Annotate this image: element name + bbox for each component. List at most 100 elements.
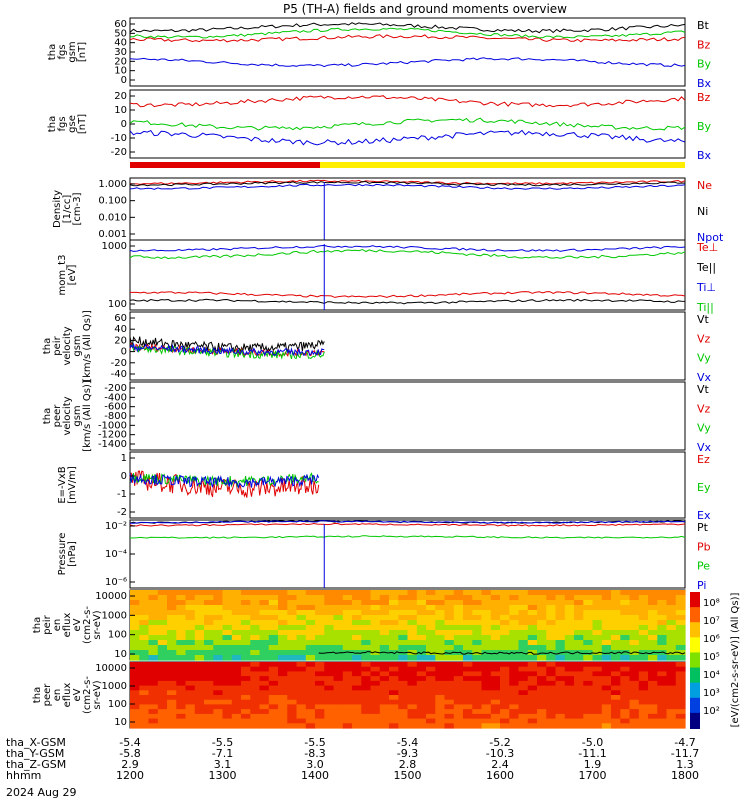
spectrogram-cell [231,695,242,701]
spectrogram-cell [416,645,427,651]
spectrogram-cell [583,640,594,646]
spectrogram-cell [648,610,658,616]
spectrogram-cell [379,676,390,682]
spectrogram-cell [167,635,177,641]
y-tick-label: 10000 [95,591,127,602]
spectrogram-cell [157,666,168,672]
spectrogram-cell [167,625,177,631]
series-line-By [129,117,686,131]
spectrogram-cell [342,620,353,626]
spectrogram-cell [426,655,436,661]
spectrogram-cell [555,690,566,696]
spectrogram-cell [666,680,677,687]
spectrogram-cell [574,676,584,682]
legend-Pt: Pt [697,521,709,534]
spectrogram-cell [537,595,547,601]
spectrogram-cell [518,680,529,687]
spectrogram-cell [287,600,298,606]
spectrogram-cell [185,666,196,672]
spectrogram-cell [361,655,372,661]
legend-Vt: Vt [697,383,710,396]
legend-Npot: Npot [697,231,724,244]
spectrogram-cell [148,704,159,710]
spectrogram-cell [509,718,520,724]
series-line-Ni [129,181,685,187]
y-axis-label-line: gse [67,115,78,133]
series-line-By [130,27,686,39]
spectrogram-cell [139,655,150,661]
spectrogram-cell [444,600,455,606]
spectrogram-cell [518,615,529,621]
spectrogram-cell [527,655,538,661]
spectrogram-cell [361,615,372,621]
spectrogram-cell [379,662,390,668]
spectrogram-cell [444,605,455,611]
spectrogram-cell [324,615,335,621]
spectrogram-cell [139,671,150,677]
spectrogram-cell [444,676,455,682]
spectrogram-cell [352,671,362,677]
spectrogram-cell [305,709,316,715]
spectrogram-cell [185,640,196,646]
spectrogram-cell [416,630,427,636]
spectrogram-cell [389,704,399,710]
spectrogram-cell [426,718,436,724]
spectrogram-cell [379,595,390,601]
spectrogram-cell [527,650,538,656]
spectrogram-cell [592,662,603,668]
y-axis-label: mom_t3[eV] [57,255,78,296]
spectrogram-cell [185,699,196,705]
spectrogram-cell [315,595,325,601]
y-axis-label-line: peir [42,614,53,634]
legend-Vz: Vz [697,332,711,345]
spectrogram-cell [241,610,251,616]
spectrogram-cell [601,645,612,651]
spectrogram-cell [315,615,325,621]
legend-Pe: Pe [697,560,710,573]
spectrogram-cell [638,630,649,636]
spectrogram-cell [167,704,177,710]
spectrogram-cell [453,666,464,672]
spectrogram-cell [324,713,335,720]
spectrogram-cell [296,630,307,636]
spectrogram-cell [481,718,492,724]
spectrogram-cell [185,695,196,701]
spectrogram-cell [426,662,436,668]
spectrogram-cell [213,590,224,596]
spectrogram-cell [648,695,658,701]
spectrogram-cell [241,676,251,682]
spectrogram-cell [518,610,529,616]
spectrogram-cell [370,605,381,611]
spectrogram-cell [222,695,233,701]
spectrogram-cell [333,713,344,720]
spectrogram-cell [130,590,140,596]
spectrogram-cell [592,723,603,729]
spectrogram-cell [379,690,390,696]
spectrogram-cell [370,595,381,601]
spectrogram-cell [185,662,196,668]
spectrogram-cell [185,630,196,636]
y-tick-label: 0.100 [98,196,127,207]
spectrogram-cell [481,605,492,611]
spectrogram-cell [352,635,362,641]
spectrogram-cell [500,713,510,720]
spectrogram-cell [139,723,150,729]
y-axis-label-line: peer [52,404,63,428]
spectrogram-cell [213,630,224,636]
spectrogram-cell [259,685,270,691]
series-line-Vt [129,336,325,355]
mode-bar-fast [320,162,685,168]
spectrogram-cell [472,713,483,720]
spectrogram-cell [250,625,261,631]
spectrogram-cell [231,704,242,710]
spectrogram-cell [241,600,251,606]
spectrogram-cell [657,595,668,601]
spectrogram-cell [426,635,436,641]
spectrogram-cell [472,655,483,661]
spectrogram-cell [259,625,270,631]
spectrogram-cell [518,676,529,682]
spectrogram-cell [333,709,344,715]
y-tick-label: 1000 [102,241,127,252]
spectrogram-cell [389,630,399,636]
spectrogram-cell [370,685,381,691]
